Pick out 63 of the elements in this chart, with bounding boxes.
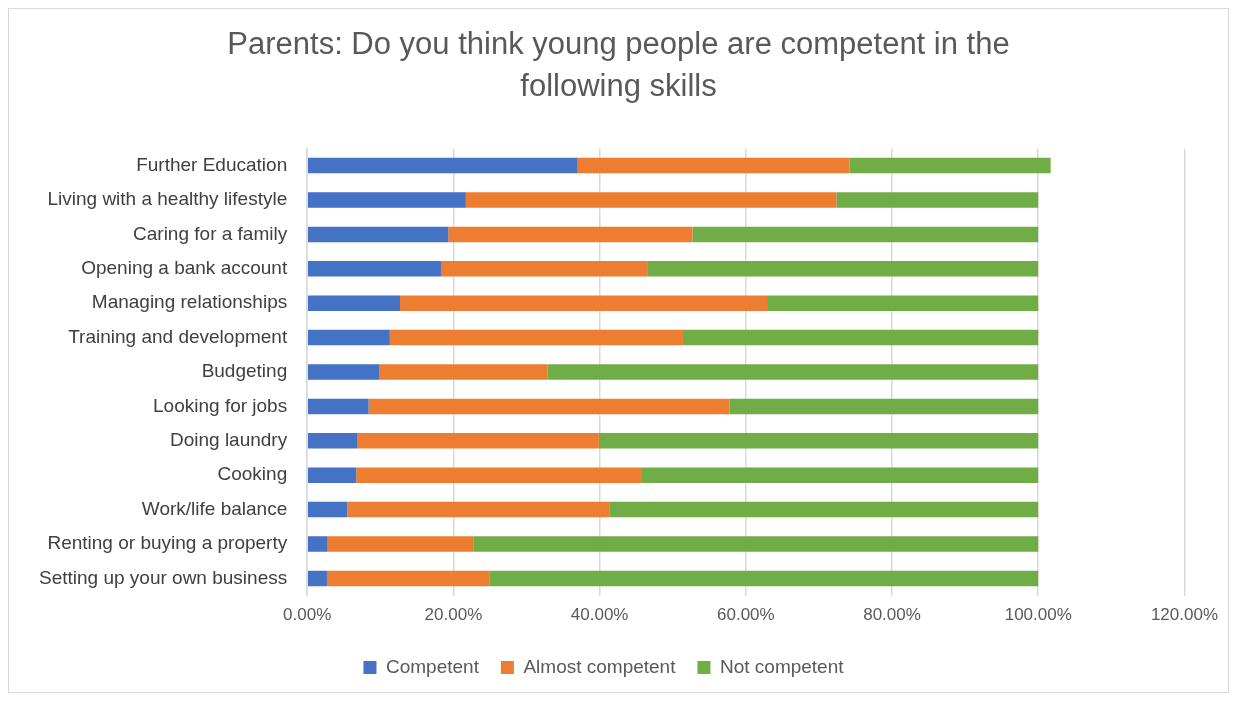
legend-label: Not competent — [719, 655, 845, 677]
y-tick-label: Work/life balance — [141, 497, 288, 519]
bar — [682, 329, 1039, 346]
bar — [347, 501, 610, 518]
bar — [356, 467, 643, 483]
bar — [307, 364, 380, 380]
y-tick-label: Opening a bank account — [81, 257, 288, 279]
y-tick-label: Budgeting — [201, 360, 288, 382]
x-tick-label: 20.00% — [424, 605, 483, 625]
bar — [465, 192, 837, 208]
y-tick-label: Living with a healthy lifestyle — [47, 188, 288, 210]
bar — [473, 536, 1039, 552]
y-tick-label: Cooking — [217, 463, 288, 485]
chart-title: Parents: Do you think young people are competent in the following skills — [226, 25, 1011, 105]
bar — [609, 501, 1039, 518]
bar — [489, 570, 1039, 587]
bar — [647, 261, 1039, 277]
bar — [307, 501, 348, 518]
bar — [327, 536, 474, 552]
y-tick-label: Doing laundry — [169, 429, 288, 451]
y-tick-label: Training and development — [68, 325, 288, 347]
y-tick-label: Setting up your own business — [38, 566, 288, 588]
bar — [307, 157, 578, 174]
bar — [307, 329, 390, 346]
bar — [692, 226, 1039, 243]
legend-label: Almost competent — [523, 655, 677, 677]
x-tick-label: 120.00% — [1150, 605, 1219, 625]
y-tick-label: Looking for jobs — [153, 394, 288, 416]
bar — [440, 261, 648, 277]
legend-label: Competent — [385, 655, 480, 677]
y-tick-label: Further Education — [136, 153, 288, 175]
bar — [379, 364, 548, 380]
bar — [598, 433, 1039, 449]
bar — [729, 398, 1039, 415]
bar — [307, 570, 327, 587]
x-tick-label: 100.00% — [1004, 605, 1072, 625]
bar — [307, 536, 328, 552]
bar — [836, 192, 1039, 208]
bar — [849, 157, 1051, 174]
bar — [307, 398, 369, 415]
y-tick-label: Caring for a family — [133, 222, 288, 244]
bar — [307, 433, 358, 449]
bar — [307, 295, 401, 311]
bar — [767, 295, 1039, 311]
bar — [357, 433, 599, 449]
bar — [307, 467, 357, 483]
x-tick-label: 40.00% — [570, 605, 629, 625]
y-tick-label: Renting or buying a property — [47, 532, 288, 554]
bar — [307, 226, 449, 243]
y-tick-label: Managing relationships — [91, 291, 288, 313]
bar — [307, 192, 466, 208]
bar — [642, 467, 1039, 483]
bar — [307, 261, 441, 277]
bar — [400, 295, 768, 311]
x-tick-label: 60.00% — [716, 605, 775, 625]
bar — [368, 398, 730, 415]
bar — [448, 226, 693, 243]
bar — [547, 364, 1039, 380]
bar — [389, 329, 683, 346]
x-tick-label: 80.00% — [863, 605, 921, 625]
bar — [326, 570, 490, 587]
x-tick-label: 0.00% — [283, 605, 332, 625]
bar — [577, 157, 850, 174]
